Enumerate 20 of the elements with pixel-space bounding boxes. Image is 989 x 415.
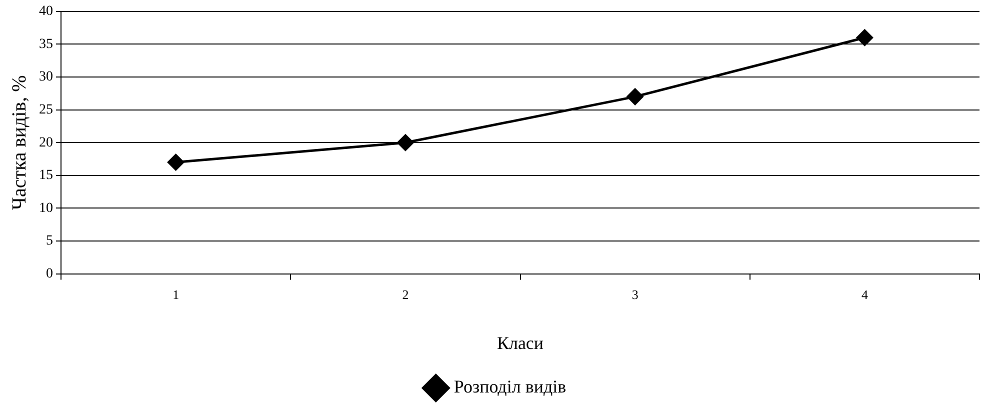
y-tick-label: 10 [39,200,53,216]
y-tick-label: 5 [46,234,53,249]
y-tick-label: 25 [39,102,53,118]
x-tick-label: 3 [632,287,638,302]
x-axis-title: Класи [496,332,544,353]
x-tick-label: 4 [861,287,868,302]
point [397,134,414,151]
y-tick-label: 30 [39,70,53,85]
y-tick-label: 40 [39,4,53,20]
x-tick-label: 1 [172,287,180,302]
y-tick-label: 0 [46,266,53,282]
point [856,29,873,46]
x-tick-label: 2 [402,287,409,302]
y-tick-label: 15 [39,168,53,184]
y-axis-title: Частка видів, % [8,75,30,210]
point [626,88,644,105]
point [168,154,184,171]
y-tick-label: 20 [39,135,53,150]
y-tick-label: 35 [39,36,53,52]
legend-label: Розподіл видів [454,376,566,397]
